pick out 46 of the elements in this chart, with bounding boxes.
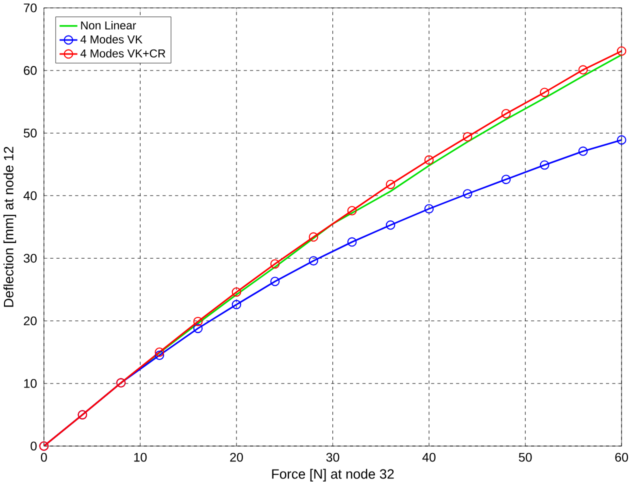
legend-label: 4 Modes VK+CR xyxy=(80,49,166,58)
point xyxy=(462,189,472,199)
y-tick-label: 50 xyxy=(24,128,37,138)
y-axis-title: Deflection [mm] at node 12 xyxy=(3,146,16,307)
point xyxy=(232,300,242,310)
point xyxy=(540,160,550,170)
point xyxy=(347,237,357,247)
y-tick-label: 0 xyxy=(30,442,37,451)
point xyxy=(616,46,626,56)
point xyxy=(386,220,396,230)
point xyxy=(347,206,357,216)
point xyxy=(501,109,511,118)
point xyxy=(232,287,242,297)
x-tick-label: 20 xyxy=(230,452,243,462)
point xyxy=(462,132,472,142)
y-tick-label: 70 xyxy=(24,3,37,12)
point xyxy=(616,135,626,145)
legend-label: Non Linear xyxy=(81,21,136,30)
point xyxy=(540,88,550,98)
point xyxy=(386,180,396,190)
x-tick-label: 40 xyxy=(422,452,436,462)
x-tick-label: 0 xyxy=(40,452,47,462)
x-tick-label: 50 xyxy=(518,452,532,462)
point xyxy=(424,155,434,165)
x-tick-label: 10 xyxy=(134,452,147,462)
point xyxy=(578,146,588,156)
y-tick-label: 60 xyxy=(24,66,37,75)
x-tick-label: 30 xyxy=(326,452,340,462)
point xyxy=(193,316,203,326)
point xyxy=(308,232,318,242)
point xyxy=(270,259,280,269)
point xyxy=(154,348,164,357)
point xyxy=(193,324,203,334)
legend-label: 4 Modes VK xyxy=(80,35,142,44)
point xyxy=(154,350,164,360)
point xyxy=(424,204,434,214)
y-tick-label: 30 xyxy=(24,254,37,263)
y-tick-label: 40 xyxy=(24,191,37,200)
y-tick-label: 10 xyxy=(24,379,37,388)
x-axis-title: Force [N] at node 32 xyxy=(272,468,394,482)
x-tick-label: 60 xyxy=(615,452,628,462)
point xyxy=(501,174,511,184)
point xyxy=(308,256,318,266)
point xyxy=(578,65,588,75)
y-tick-label: 20 xyxy=(24,316,37,326)
point xyxy=(270,276,280,286)
